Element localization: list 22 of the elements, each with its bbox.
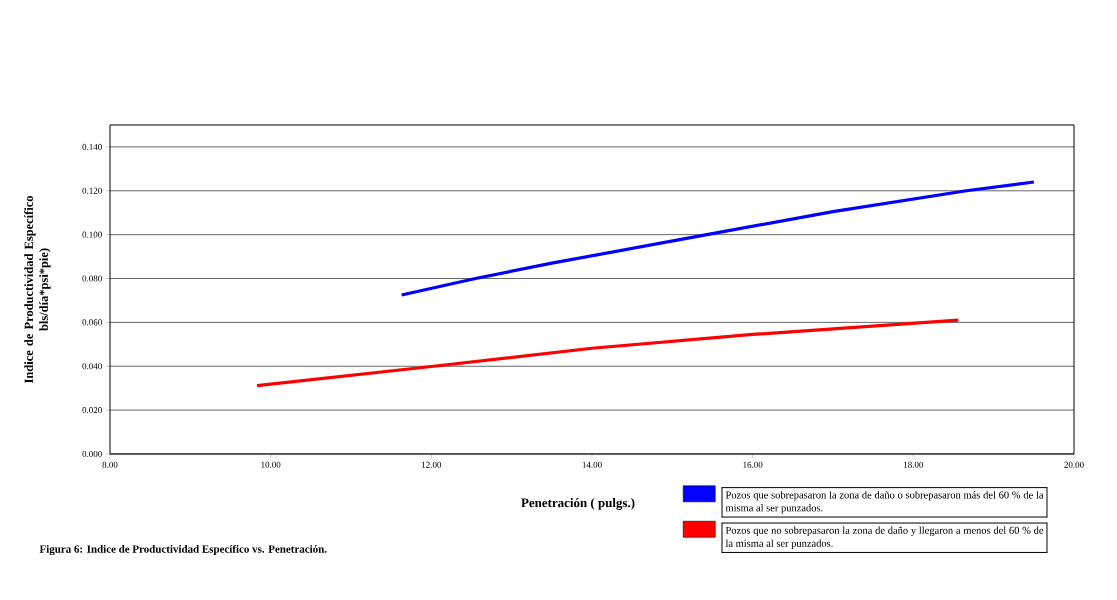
x-tick-label: 10.00 [261,461,281,468]
x-tick-label: 18.00 [904,461,924,468]
x-tick-label: 16.00 [743,461,763,468]
legend-label: Pozos que no sobrepasaron la zona de daño y llegaron a menos del 60 % de la misma al ser punzados. [725,526,1044,549]
x-tick-label: 14.00 [582,461,602,468]
y-tick-label: 0.080 [82,275,102,282]
x-tick-label: 12.00 [422,461,442,468]
text: Figura 6: Indice de Productividad Específico vs. Penetración. [39,544,327,556]
y-tick-label: 0.000 [82,450,102,458]
y-axis-title: Indice de Productividad Específico bls/día*psi*pie) [24,195,51,384]
line-series [400,180,1036,297]
x-tick-label: 20.00 [1064,461,1084,468]
y-tick-label: 0.020 [82,407,102,414]
y-tick-label: 0.120 [82,187,102,194]
x-tick-label: 8.00 [102,461,118,468]
y-tick-label: 0.100 [82,231,102,238]
y-tick-label: 0.060 [82,319,102,326]
x-axis-title: Penetración ( pulgs.) [521,498,635,510]
y-tick-label: 0.140 [82,143,102,150]
legend-label: Pozos que sobrepasaron la zona de daño o sobrepasaron más del 60 % de la misma al ser punzados. [725,491,1044,514]
y-tick-label: 0.040 [82,363,102,370]
line-series [255,318,960,388]
